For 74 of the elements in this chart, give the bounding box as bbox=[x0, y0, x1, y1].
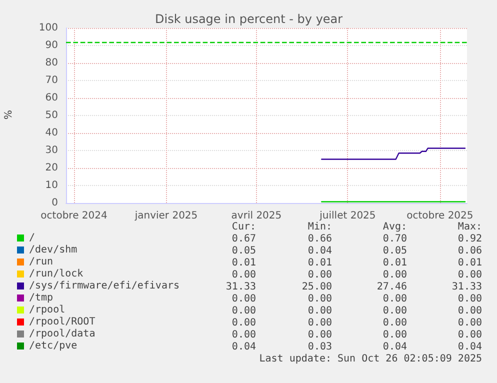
text: 0.00 bbox=[308, 306, 332, 316]
text: 0.00 bbox=[458, 306, 482, 316]
text: 0.00 bbox=[382, 306, 408, 316]
text: Last update: Sun Oct 26 02:05:09 2025 bbox=[259, 354, 482, 364]
legend-label: /dev/shm bbox=[29, 244, 78, 256]
text: 0.70 bbox=[382, 234, 408, 244]
y-tick-label: 0 bbox=[52, 198, 58, 208]
text: 0.00 bbox=[382, 294, 408, 304]
text: 0.92 bbox=[458, 234, 482, 244]
text: 27.46 bbox=[376, 282, 408, 292]
text: Max: bbox=[458, 222, 482, 232]
x-tick-label: octobre 2024 bbox=[40, 210, 108, 222]
x-tick-label: juillet 2025 bbox=[318, 210, 376, 222]
text: 0.05 bbox=[232, 246, 256, 256]
y-tick-label: 90 bbox=[45, 40, 58, 51]
text: 0.01 bbox=[308, 258, 332, 268]
text: 0.03 bbox=[308, 342, 332, 352]
chart-title: Disk usage in percent - by year bbox=[155, 12, 343, 26]
text: 0.00 bbox=[382, 270, 408, 280]
legend-label: /rpool bbox=[29, 304, 66, 316]
text: 0.00 bbox=[232, 294, 256, 304]
y-tick-label: 80 bbox=[45, 58, 58, 68]
text: 25.00 bbox=[302, 282, 332, 292]
legend-label: /etc/pve bbox=[29, 340, 78, 352]
x-tick-label: octobre 2025 bbox=[406, 210, 474, 222]
y-tick-label: 40 bbox=[45, 128, 58, 138]
y-tick-label: 20 bbox=[45, 162, 58, 174]
legend-label: /run bbox=[29, 256, 54, 268]
text: 0.00 bbox=[308, 330, 332, 340]
text: 0.06 bbox=[458, 246, 482, 256]
text: 0.01 bbox=[232, 258, 256, 268]
text: 0.00 bbox=[232, 270, 256, 280]
text: 0.00 bbox=[232, 318, 256, 328]
legend-label: / bbox=[29, 232, 36, 244]
text: 0.00 bbox=[458, 270, 482, 280]
y-tick-label: 10 bbox=[45, 180, 58, 191]
text: 0.04 bbox=[458, 342, 482, 352]
text: 0.00 bbox=[382, 318, 408, 328]
text: Cur: bbox=[232, 222, 256, 232]
text: 0.04 bbox=[382, 342, 408, 352]
line-series bbox=[321, 148, 466, 160]
text: 0.00 bbox=[232, 330, 256, 340]
text: 0.04 bbox=[232, 342, 256, 352]
text: 0.67 bbox=[232, 234, 256, 244]
text: 0.01 bbox=[382, 258, 408, 268]
text: 0.66 bbox=[308, 234, 332, 244]
text: 0.00 bbox=[308, 270, 332, 280]
legend-label: /rpool/data bbox=[29, 328, 96, 340]
y-axis-title: % bbox=[4, 110, 14, 120]
legend-label: /tmp bbox=[29, 292, 54, 304]
text: 31.33 bbox=[226, 282, 256, 292]
legend-label: /rpool/ROOT bbox=[29, 316, 96, 328]
text: 0.00 bbox=[308, 318, 332, 328]
y-tick-label: 70 bbox=[45, 75, 58, 86]
text: 0.05 bbox=[382, 246, 408, 256]
text: 0.04 bbox=[308, 246, 332, 256]
text: 0.00 bbox=[458, 294, 482, 304]
y-tick-label: 100 bbox=[38, 22, 58, 34]
x-tick-label: avril 2025 bbox=[231, 210, 282, 222]
text: 0.00 bbox=[458, 330, 482, 340]
y-tick-label: 30 bbox=[45, 145, 58, 156]
text: 0.00 bbox=[458, 318, 482, 328]
x-tick-label: janvier 2025 bbox=[134, 210, 198, 222]
y-tick-label: 50 bbox=[45, 110, 58, 121]
text: 0.01 bbox=[458, 258, 482, 268]
text: 0.00 bbox=[308, 294, 332, 304]
legend-label: /run/lock bbox=[29, 268, 84, 280]
text: 0.00 bbox=[382, 330, 408, 340]
y-tick-label: 60 bbox=[45, 92, 58, 104]
legend-label: /sys/firmware/efi/efivars bbox=[29, 280, 180, 292]
text: 31.33 bbox=[452, 282, 482, 292]
text: Min: bbox=[308, 222, 332, 232]
text: 0.00 bbox=[232, 306, 256, 316]
text: Avg: bbox=[382, 222, 408, 232]
